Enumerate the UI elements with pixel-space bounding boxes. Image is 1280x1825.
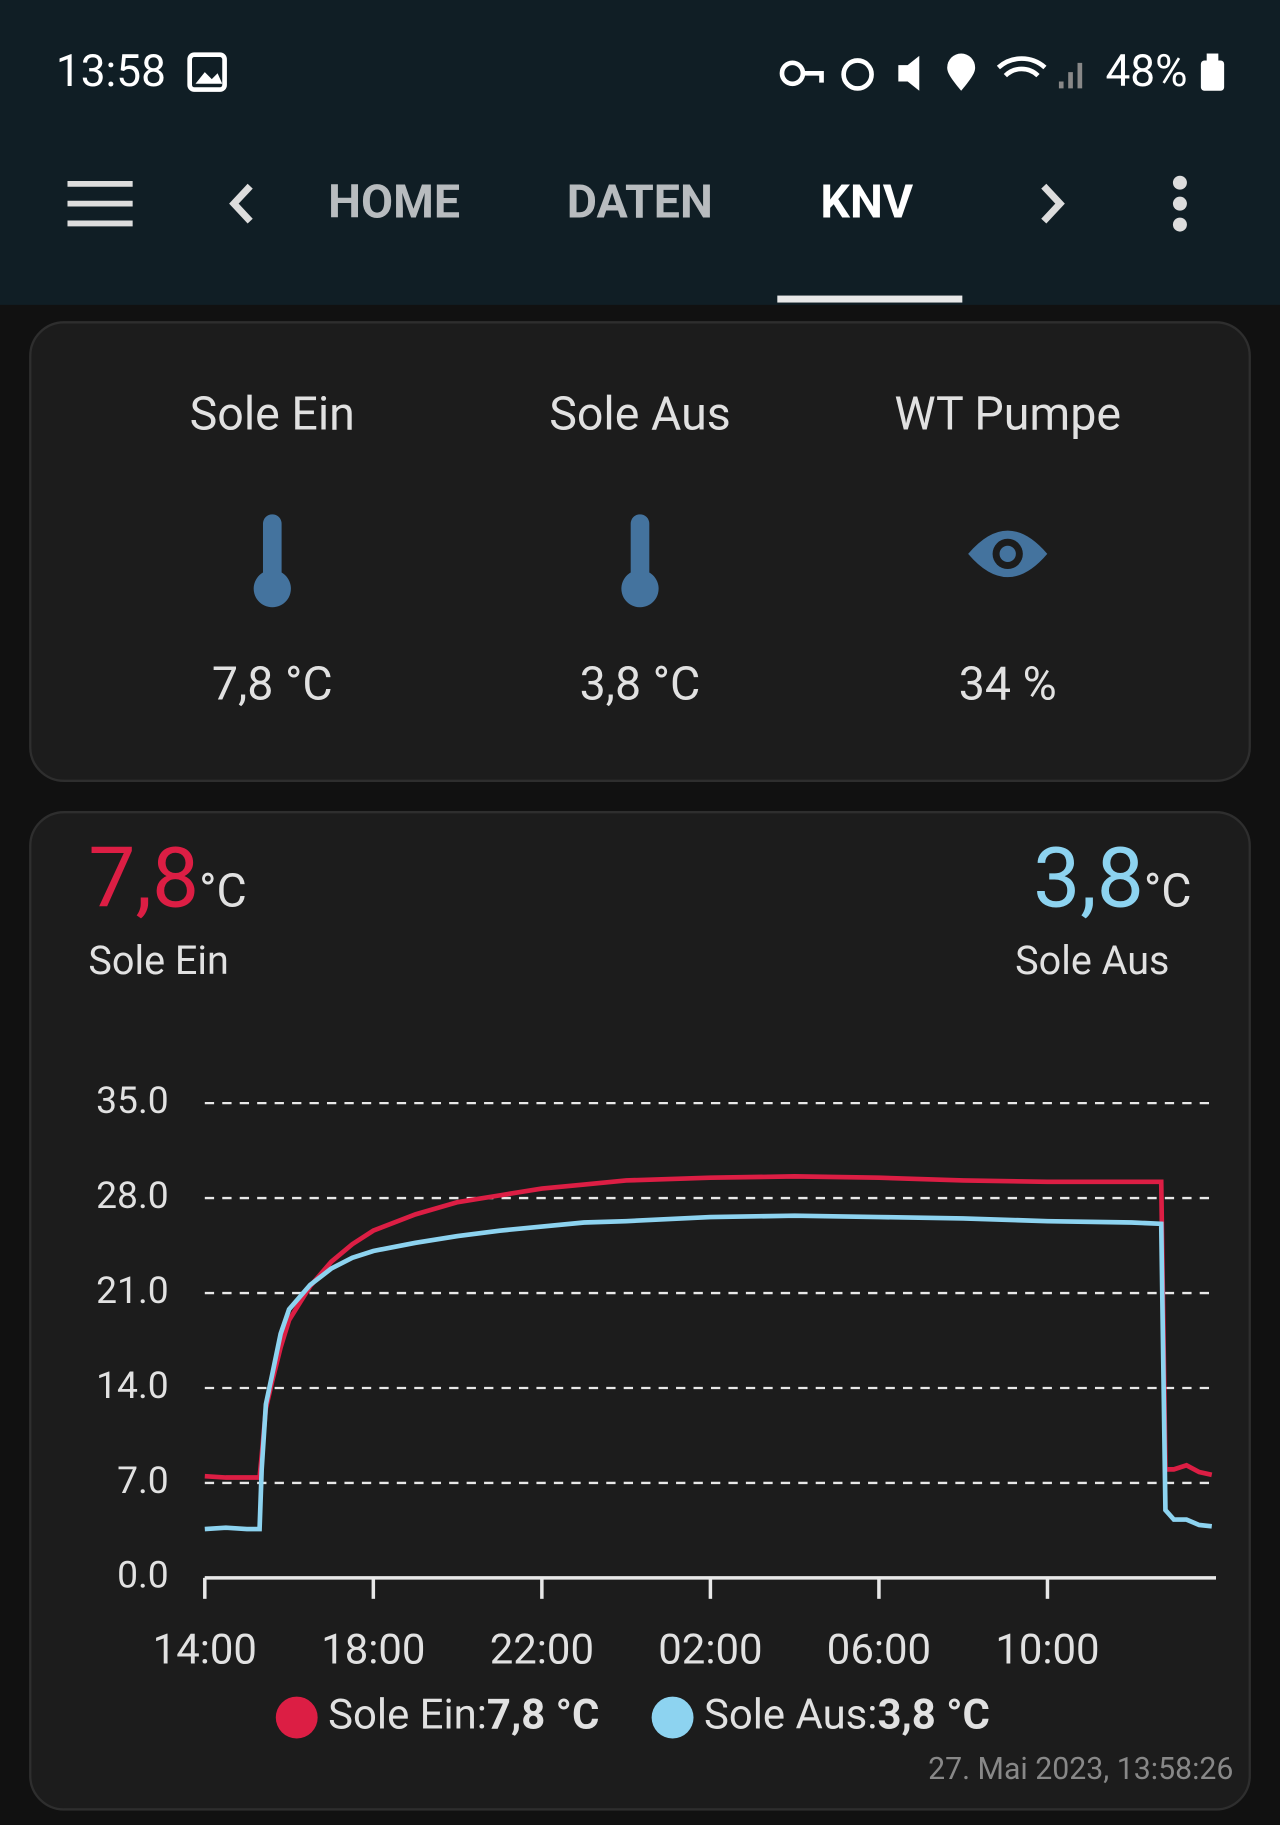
current-value: 7,8°C: [88, 829, 246, 928]
app-bar: [0, 0, 1280, 305]
series-name: Sole Aus: [1015, 937, 1170, 985]
legend-swatch: [275, 1696, 318, 1739]
value: 3,8: [1033, 828, 1144, 928]
entity-icons: [253, 514, 1048, 608]
entity-name[interactable]: Sole Aus: [549, 386, 731, 442]
series-name: Sole Ein: [88, 937, 229, 985]
series-line: [204, 1213, 1213, 1532]
battery-text: 48%: [1105, 46, 1188, 98]
legend-label: Sole Aus:: [704, 1691, 877, 1740]
entity-name[interactable]: Sole Ein: [189, 386, 355, 442]
legend-item: Sole Ein:7,8 °C: [275, 1691, 599, 1740]
y-tick-label: 35.0: [96, 1079, 169, 1123]
legend-text: Sole Ein:7,8 °C: [328, 1691, 599, 1740]
x-tick-label: 22:00: [490, 1625, 594, 1674]
y-tick-label: 21.0: [96, 1269, 169, 1313]
legend-item: Sole Aus:3,8 °C: [651, 1691, 990, 1740]
x-tick-label: 10:00: [995, 1625, 1099, 1674]
y-tick-label: 28.0: [96, 1174, 169, 1218]
legend-value: 3,8 °C: [877, 1691, 989, 1740]
unit: °C: [199, 863, 247, 919]
x-tick-label: 06:00: [827, 1625, 931, 1674]
legend-label: Sole Ein:: [328, 1691, 487, 1740]
entity-state: 7,8 °C: [211, 656, 333, 711]
entity-name[interactable]: WT Pumpe: [894, 386, 1122, 442]
x-tick-label: 02:00: [658, 1625, 762, 1674]
tab-active[interactable]: KNV: [820, 174, 914, 230]
value: 7,8: [88, 828, 200, 928]
legend-text: Sole Aus:3,8 °C: [704, 1691, 990, 1740]
x-tick-label: 14:00: [153, 1625, 257, 1674]
y-tick-label: 7.0: [117, 1459, 169, 1503]
entity-state: 34 %: [958, 656, 1057, 711]
clock: 13:58: [55, 46, 166, 98]
legend-swatch: [651, 1696, 694, 1739]
icons: [67, 52, 1225, 303]
tab[interactable]: HOME: [328, 174, 461, 230]
unit: °C: [1143, 863, 1192, 919]
y-tick-label: 14.0: [96, 1364, 169, 1408]
x-tick-label: 18:00: [321, 1625, 425, 1674]
chart-card: [29, 811, 1251, 1811]
entity-state: 3,8 °C: [579, 656, 701, 711]
y-tick-label: 0.0: [117, 1554, 169, 1598]
legend-value: 7,8 °C: [487, 1691, 599, 1740]
timestamp: 27. Mai 2023, 13:58:26: [928, 1752, 1234, 1788]
tab[interactable]: DATEN: [566, 174, 713, 230]
current-value: 3,8°C: [1033, 829, 1191, 928]
